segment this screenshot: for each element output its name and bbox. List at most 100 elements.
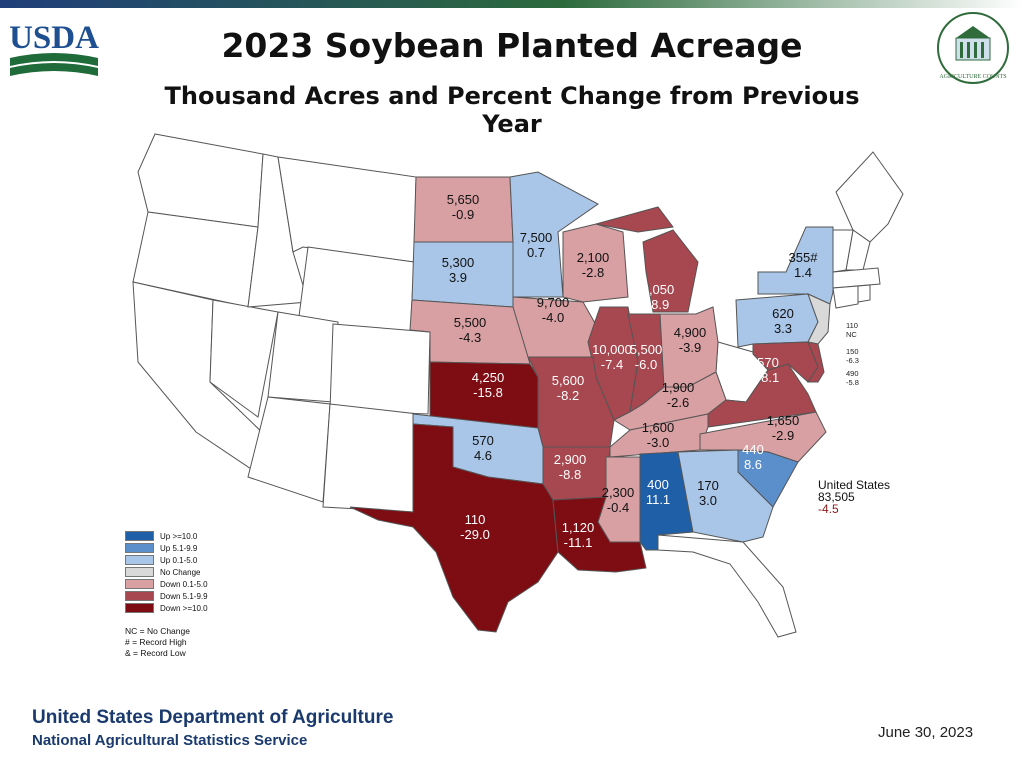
us-total-label: United States [818,478,891,492]
state-label-KS-acres: 4,250 [472,370,505,385]
state-label-IL-change: -7.4 [601,357,623,372]
state-label-OH-change: -3.9 [679,340,701,355]
map-subtitle: Thousand Acres and Percent Change from P… [164,82,860,138]
legend-swatch [125,531,154,541]
note-record-high: # = Record High [125,637,187,647]
state-NV [209,299,279,418]
state-label-MD-change: -6.3 [846,356,859,365]
state-label-MO-acres: 5,600 [552,373,585,388]
state-label-KY-change: -2.6 [667,395,689,410]
legend-row: No Change [125,566,208,578]
state-label-TX-acres: 110 [465,512,486,527]
usda-logo: USDA [6,14,102,82]
state-label-ND-acres: 5,650 [447,192,480,207]
state-MA [832,267,881,289]
legend: Up >=10.0 Up 5.1-9.9 Up 0.1-5.0 No Chang… [125,530,208,614]
state-label-AR-acres: 2,900 [554,452,587,467]
state-label-MN-change: 0.7 [527,245,545,260]
legend-row: Down 0.1-5.0 [125,578,208,590]
legend-swatch [125,555,154,565]
state-label-NE-acres: 5,500 [454,315,487,330]
footer-organization: United States Department of Agriculture … [32,707,393,749]
legend-swatch [125,543,154,553]
legend-row: Up 5.1-9.9 [125,542,208,554]
state-label-MI-change: -8.9 [647,297,669,312]
state-LA [552,496,647,573]
state-label-KY-acres: 1,900 [662,380,695,395]
state-label-OH-acres: 4,900 [674,325,707,340]
reporting-states [349,171,834,633]
state-MI [595,206,699,313]
state-label-AL-change: 11.1 [646,492,670,507]
state-label-TX-change: -29.0 [460,527,490,542]
footer-org-line1: United States Department of Agriculture [32,707,394,728]
legend-row: Down >=10.0 [125,602,208,614]
state-ME [835,151,904,243]
state-label-NC-acres: 1,650 [767,413,800,428]
state-label-IN-acres: 5,500 [630,342,663,357]
state-label-AL-acres: 400 [647,477,669,492]
legend-label: Down >=10.0 [160,603,208,613]
state-label-NJ-change: NC [846,330,857,339]
legend-swatch [125,591,154,601]
state-label-NC-change: -2.9 [772,428,794,443]
state-CT [832,285,859,309]
state-label-MO-change: -8.2 [557,388,579,403]
state-label-PA-change: 3.3 [774,321,792,336]
state-label-OK-change: 4.6 [474,448,492,463]
state-label-NY-acres: 355# [789,250,819,265]
usda-logo-text: USDA [9,20,99,56]
state-label-DE-change: -5.8 [846,378,859,387]
agriculture-counts-logo-text: AGRICULTURE COUNTS [939,74,1006,80]
state-label-VA-acres: 570 [757,355,779,370]
note-record-low: & = Record Low [125,648,186,658]
state-label-MS-acres: 2,300 [602,485,635,500]
agriculture-counts-logo: AGRICULTURE COUNTS [934,8,1012,88]
state-NY [757,226,834,305]
state-label-TN-acres: 1,600 [642,420,675,435]
state-label-LA-change: -11.1 [564,535,593,550]
state-label-OK-acres: 570 [472,433,494,448]
state-label-SD-acres: 5,300 [442,255,475,270]
state-label-TN-change: -3.0 [647,435,669,450]
state-label-IN-change: -6.0 [635,357,657,372]
state-labels: 5,650-0.97,5000.75,3003.92,100-2.82,050-… [442,192,859,550]
state-label-NE-change: -4.3 [459,330,481,345]
legend-row: Down 5.1-9.9 [125,590,208,602]
legend-swatch [125,603,154,613]
state-label-DE-acres: 490 [846,369,859,378]
state-label-AR-change: -8.8 [559,467,581,482]
us-total-acres: 83,505 [818,490,855,504]
state-label-MD-acres: 150 [846,347,859,356]
state-label-NY-change: 1.4 [794,265,812,280]
legend-row: Up >=10.0 [125,530,208,542]
state-label-ND-change: -0.9 [452,207,474,222]
us-soybean-map: 5,650-0.97,5000.75,3003.92,100-2.82,050-… [132,133,904,638]
state-AZ [247,396,331,503]
legend-label: Down 5.1-9.9 [160,591,208,601]
legend-label: Up 0.1-5.0 [160,555,198,565]
state-label-IA-acres: 9,700 [537,295,570,310]
state-RI [857,284,871,303]
state-label-PA-acres: 620 [772,306,794,321]
state-label-GA-change: 3.0 [699,493,717,508]
legend-label: Down 0.1-5.0 [160,579,208,589]
legend-label: No Change [160,567,201,577]
state-FL [657,534,797,638]
state-label-IA-change: -4.0 [542,310,564,325]
state-GA [677,449,774,543]
top-accent-bar [0,0,1024,8]
state-label-IL-acres: 10,000 [592,342,632,357]
us-total: United States 83,505 -4.5 [818,479,890,515]
state-label-SD-change: 3.9 [449,270,467,285]
legend-swatch [125,579,154,589]
legend-label: Up 5.1-9.9 [160,543,198,553]
state-label-MS-change: -0.4 [607,500,629,515]
map-title: 2023 Soybean Planted Acreage [221,26,803,65]
state-label-MN-acres: 7,500 [520,230,553,245]
legend-row: Up 0.1-5.0 [125,554,208,566]
state-TX [349,423,559,633]
note-no-change: NC = No Change [125,626,190,636]
state-label-KS-change: -15.8 [473,385,503,400]
state-CO [329,323,431,415]
